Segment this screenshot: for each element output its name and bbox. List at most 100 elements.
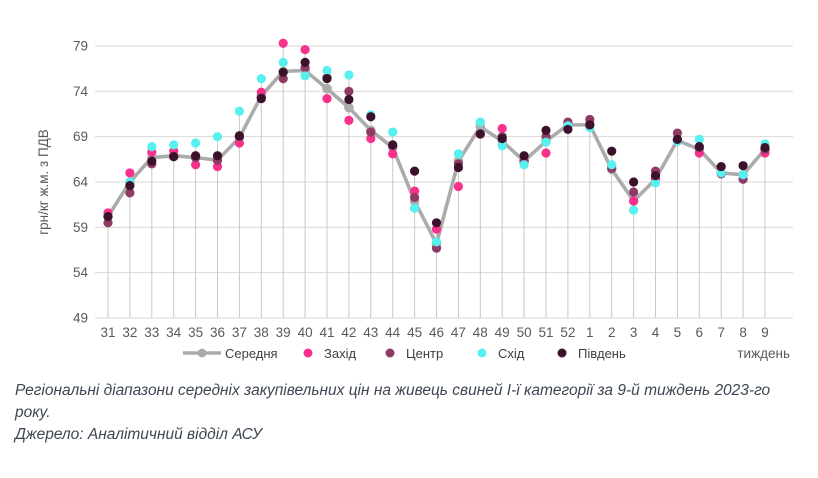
dot-pivden-2 [607, 146, 617, 156]
dot-zahid-49 [497, 123, 507, 134]
dot-tsentr-43 [366, 127, 376, 137]
legend-marker-tsentr [385, 348, 395, 358]
dot-pivden-1 [585, 120, 595, 130]
legend-marker-pivden [557, 348, 567, 358]
dot-pivden-31 [103, 211, 113, 222]
legend-label-skhid: Схід [498, 346, 525, 361]
x-tick-5: 5 [674, 325, 682, 340]
dot-tsentr-45 [410, 192, 420, 203]
dot-pivden-49 [497, 133, 507, 144]
dot-zahid-35 [191, 160, 201, 170]
dot-skhid-2 [607, 160, 617, 170]
series-skhid [103, 57, 770, 247]
x-tick-52: 52 [560, 325, 575, 340]
dot-pivden-41 [322, 74, 332, 84]
dot-skhid-49 [497, 141, 507, 151]
dot-pivden-33 [147, 156, 157, 166]
dot-pivden-52 [563, 124, 573, 135]
dot-zahid-3 [629, 196, 639, 206]
x-tick-48: 48 [473, 325, 488, 340]
dot-pivden-50 [519, 151, 529, 161]
dot-zahid-37 [234, 138, 244, 148]
dot-pivden-8 [738, 161, 748, 171]
x-tick-36: 36 [210, 325, 225, 340]
legend-item-zahid: Захід [303, 346, 356, 361]
dot-skhid-45 [410, 203, 420, 213]
dot-tsentr-32 [125, 188, 135, 198]
dot-tsentr-42 [344, 86, 354, 96]
dot-tsentr-39 [278, 74, 288, 84]
droplines [107, 43, 766, 318]
x-tick-39: 39 [276, 325, 291, 340]
dot-zahid-47 [453, 181, 463, 192]
x-tick-2: 2 [608, 325, 616, 340]
dot-pivden-36 [212, 151, 223, 161]
x-tick-1: 1 [586, 325, 594, 340]
legend-marker-serednya [197, 348, 207, 358]
series-pivden [103, 57, 770, 228]
y-tick-79: 79 [73, 39, 88, 54]
gridlines [95, 45, 793, 319]
x-tick-49: 49 [495, 325, 510, 340]
dot-skhid-42 [344, 70, 354, 80]
x-tick-3: 3 [630, 325, 638, 340]
dot-skhid-46 [431, 237, 442, 247]
y-tick-49: 49 [73, 311, 88, 326]
chart-container: 79 74 69 64 59 54 49 грн/кг ж.м. з ПДВ 31 32 33 34 3… [36, 39, 793, 361]
dot-skhid-40 [300, 71, 310, 81]
dot-skhid-44 [388, 127, 398, 137]
dot-skhid-34 [169, 140, 179, 150]
x-axis-title: тиждень [737, 346, 790, 361]
dot-skhid-37 [234, 106, 244, 116]
legend: Середня Захід Центр Схід Південь [183, 346, 626, 361]
dot-pivden-37 [234, 131, 244, 141]
dot-pivden-47 [453, 162, 463, 173]
legend-label-serednya: Середня [225, 346, 278, 361]
legend-item-tsentr: Центр [385, 346, 443, 361]
dot-pivden-3 [629, 177, 639, 187]
dot-zahid-51 [541, 148, 551, 158]
y-axis-title: грн/кг ж.м. з ПДВ [36, 129, 51, 235]
marker-serednya-41 [322, 83, 332, 94]
y-tick-59: 59 [73, 220, 88, 235]
average-line [106, 68, 767, 246]
dot-zahid-32 [125, 168, 135, 178]
dot-pivden-39 [278, 67, 288, 77]
dot-skhid-6 [694, 134, 704, 144]
x-tick-40: 40 [298, 325, 313, 340]
dot-skhid-50 [519, 160, 529, 170]
marker-serednya-42 [344, 102, 354, 113]
legend-marker-skhid [477, 348, 487, 358]
dot-pivden-9 [760, 142, 770, 153]
dot-pivden-42 [344, 94, 354, 105]
x-tick-8: 8 [739, 325, 747, 340]
legend-label-pivden: Південь [578, 346, 626, 361]
dot-pivden-45 [410, 166, 420, 176]
dot-pivden-51 [541, 125, 551, 135]
x-tick-32: 32 [122, 325, 137, 340]
dot-pivden-35 [191, 151, 201, 161]
x-tick-4: 4 [652, 325, 660, 340]
dot-pivden-5 [672, 134, 683, 144]
x-tick-31: 31 [100, 325, 115, 340]
x-tick-37: 37 [232, 325, 247, 340]
dot-skhid-7 [716, 168, 726, 178]
x-tick-43: 43 [363, 325, 378, 340]
dot-skhid-4 [650, 178, 661, 188]
x-tick-9: 9 [761, 325, 769, 340]
dot-pivden-7 [716, 161, 726, 172]
dot-skhid-3 [629, 205, 639, 215]
dot-skhid-35 [191, 138, 201, 148]
dot-zahid-40 [300, 45, 310, 55]
x-tick-44: 44 [385, 325, 401, 340]
x-tick-41: 41 [319, 325, 334, 340]
dot-pivden-48 [475, 129, 485, 139]
legend-marker-zahid [303, 348, 313, 358]
dot-zahid-42 [344, 115, 354, 125]
dot-tsentr-31 [103, 218, 113, 228]
dot-pivden-6 [694, 142, 704, 152]
dot-tsentr-3 [629, 187, 639, 197]
legend-item-serednya: Середня [183, 346, 278, 361]
caption-source: Джерело: Аналітичний відділ АСУ [15, 426, 262, 443]
dot-pivden-46 [431, 218, 442, 228]
